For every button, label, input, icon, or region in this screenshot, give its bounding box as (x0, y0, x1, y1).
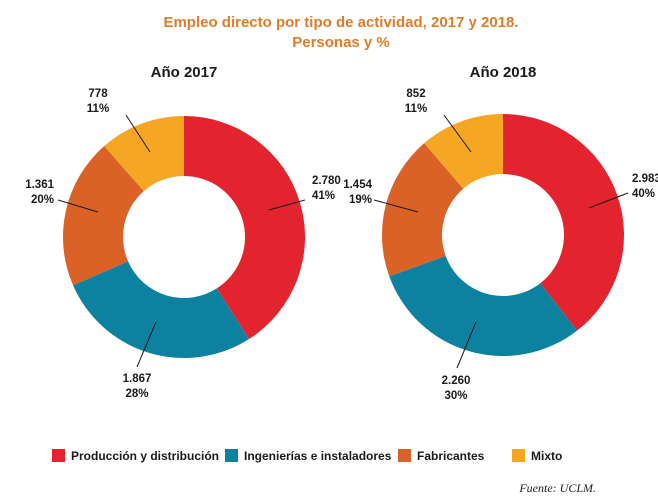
percent-label: 28% (125, 388, 148, 400)
slice-2017-0 (184, 116, 305, 340)
legend-swatch (398, 449, 411, 462)
legend-swatch (225, 449, 238, 462)
legend-swatch (512, 449, 525, 462)
source-note: Fuente: UCLM. (518, 481, 596, 495)
legend-label: Fabricantes (417, 449, 485, 463)
year-label-2018: Año 2018 (470, 64, 537, 81)
slice-2018-3 (424, 114, 503, 189)
leader-line (373, 199, 419, 213)
value-label: 2.780 (312, 175, 341, 187)
value-label: 2.983 (632, 173, 658, 185)
donut-chart-2018: 2.983 40% 2.260 30% 1.454 19% 852 11% (343, 88, 658, 402)
year-label-2017: Año 2017 (151, 64, 218, 81)
legend: Producción y distribución Ingenierías e i… (52, 449, 562, 463)
slice-2017-3 (104, 116, 184, 192)
chart-subtitle: Personas y % (292, 34, 390, 51)
value-label: 2.260 (442, 375, 471, 387)
value-label: 778 (88, 88, 108, 100)
leader-line (136, 321, 157, 368)
value-label: 1.454 (343, 179, 372, 191)
legend-label: Mixto (531, 449, 562, 463)
legend-label: Producción y distribución (71, 449, 219, 463)
percent-label: 40% (632, 188, 655, 200)
donut-chart-2017: 2.780 41% 1.867 28% 1.361 20% 778 11% (25, 88, 341, 400)
leader-line (57, 199, 99, 213)
slice-2018-0 (503, 114, 624, 331)
percent-label: 11% (405, 103, 427, 115)
percent-label: 20% (31, 194, 54, 206)
percent-label: 41% (312, 190, 335, 202)
slice-2017-1 (73, 261, 250, 358)
value-label: 1.867 (123, 373, 152, 385)
percent-label: 30% (444, 390, 467, 402)
slice-2018-1 (389, 255, 578, 356)
leader-line (125, 114, 151, 153)
legend-swatch (52, 449, 65, 462)
slice-2018-2 (381, 143, 464, 277)
chart-title: Empleo directo por tipo de actividad, 20… (163, 14, 518, 31)
leader-line (456, 321, 477, 369)
leader-line (588, 192, 629, 209)
value-label: 852 (406, 88, 425, 100)
percent-label: 11% (87, 103, 109, 115)
legend-label: Ingenierías e instaladores (244, 449, 392, 463)
leader-line (443, 114, 472, 153)
value-label: 1.361 (25, 179, 54, 191)
leader-line (268, 199, 306, 211)
percent-label: 19% (349, 194, 372, 206)
slice-2017-2 (62, 146, 144, 286)
